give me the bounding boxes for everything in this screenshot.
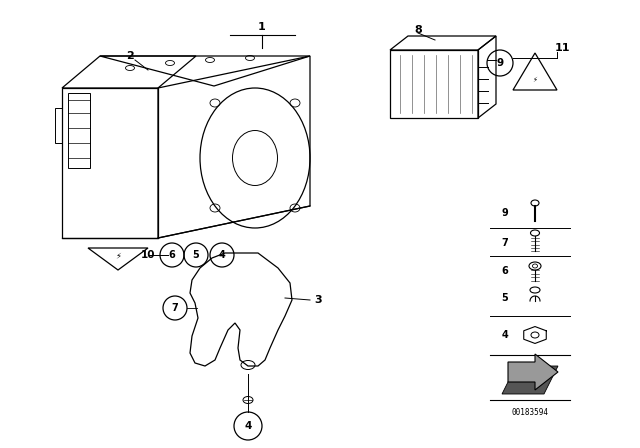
- Text: 1: 1: [258, 22, 266, 32]
- Polygon shape: [502, 366, 558, 394]
- Text: 9: 9: [502, 208, 508, 218]
- Text: 5: 5: [193, 250, 200, 260]
- Text: 6: 6: [168, 250, 175, 260]
- Text: 6: 6: [502, 266, 508, 276]
- Text: 4: 4: [244, 421, 252, 431]
- Polygon shape: [508, 354, 558, 390]
- Text: ⚡: ⚡: [532, 77, 538, 83]
- Text: 9: 9: [497, 58, 504, 68]
- Text: ⚡: ⚡: [115, 251, 121, 260]
- Text: 4: 4: [502, 330, 508, 340]
- Text: 00183594: 00183594: [511, 408, 548, 417]
- Text: 5: 5: [502, 293, 508, 303]
- Text: 4: 4: [219, 250, 225, 260]
- Text: 7: 7: [172, 303, 179, 313]
- Text: 7: 7: [502, 238, 508, 248]
- Text: 11: 11: [554, 43, 570, 53]
- Text: 3: 3: [314, 295, 322, 305]
- Text: 2: 2: [126, 51, 134, 61]
- Text: 8: 8: [414, 25, 422, 35]
- Text: 10: 10: [141, 250, 156, 260]
